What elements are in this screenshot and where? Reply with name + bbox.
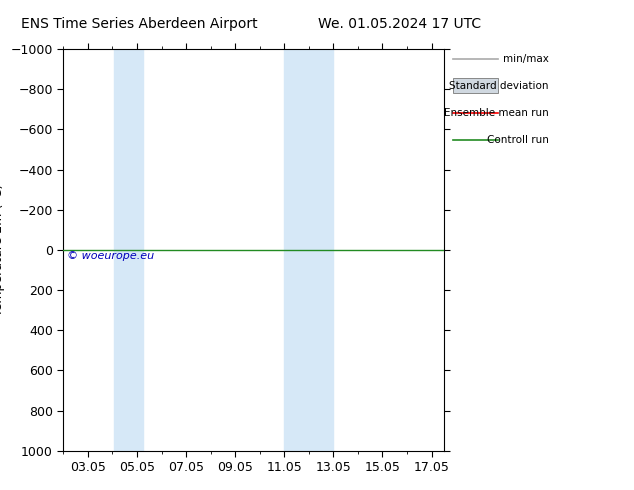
Bar	[115, 49, 143, 451]
Text: min/max: min/max	[503, 54, 548, 64]
Text: ENS Time Series Aberdeen Airport: ENS Time Series Aberdeen Airport	[21, 17, 258, 31]
Text: Standard deviation: Standard deviation	[449, 81, 548, 91]
Text: Controll run: Controll run	[486, 135, 548, 145]
Bar	[284, 49, 333, 451]
Y-axis label: Temperature 2m (°C): Temperature 2m (°C)	[0, 184, 5, 316]
Text: © woeurope.eu: © woeurope.eu	[67, 251, 154, 261]
Text: We. 01.05.2024 17 UTC: We. 01.05.2024 17 UTC	[318, 17, 481, 31]
Text: Ensemble mean run: Ensemble mean run	[444, 108, 548, 118]
